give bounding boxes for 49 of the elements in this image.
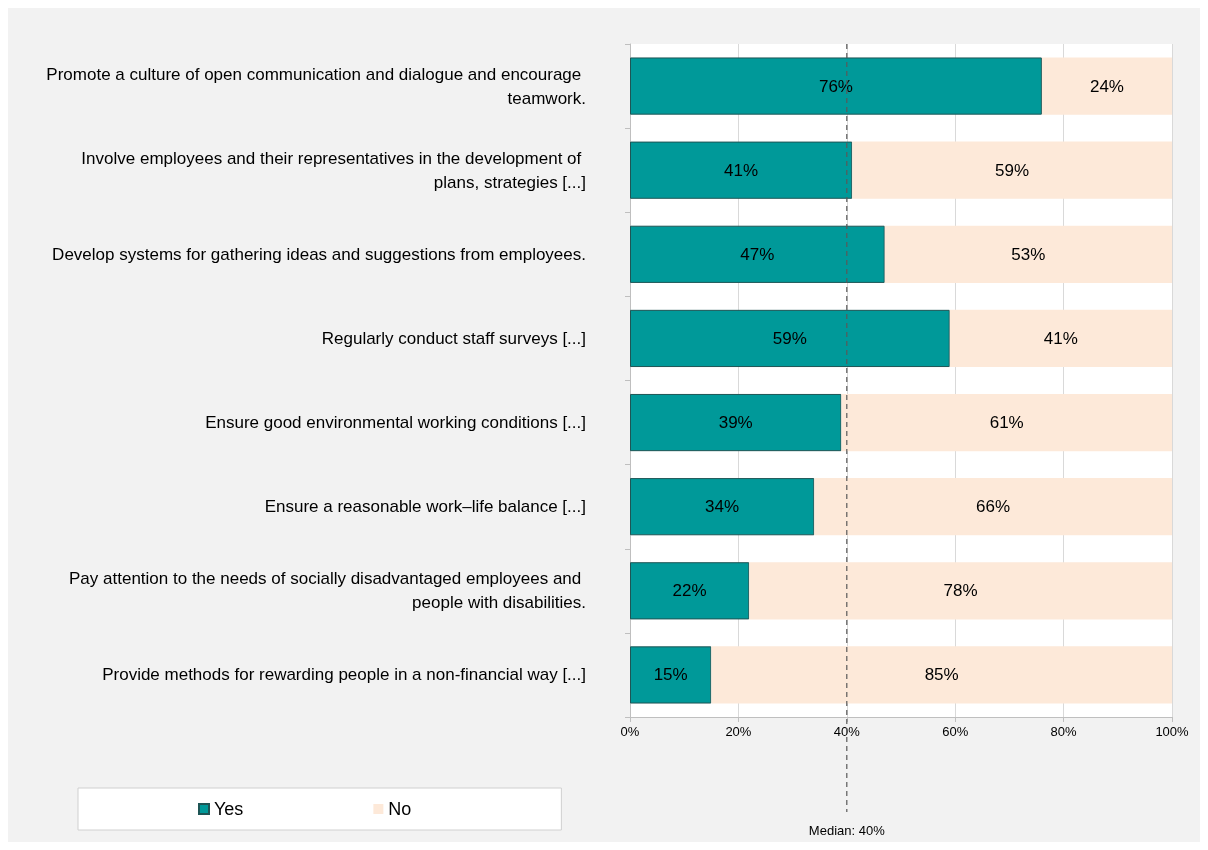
data-label: 39% bbox=[718, 413, 753, 433]
bar bbox=[630, 309, 950, 368]
bar bbox=[841, 393, 1172, 452]
data-label: 15% bbox=[653, 665, 688, 685]
x-tick-label: 40% bbox=[833, 724, 861, 739]
data-label: 34% bbox=[705, 497, 740, 517]
data-label: 59% bbox=[995, 160, 1030, 180]
data-label: 76% bbox=[818, 76, 853, 96]
y-tick-label: Pay attention to the needs of socially disadvantaged employees and people with disabilities. bbox=[69, 569, 586, 613]
y-tick-label: Regularly conduct staff surveys [...] bbox=[321, 328, 586, 348]
bar bbox=[630, 478, 815, 536]
y-tick-label: Develop systems for gathering ideas and suggestions from employees. bbox=[52, 244, 586, 264]
y-tick-label: Promote a culture of open communication and dialogue and encourage teamwork. bbox=[46, 64, 586, 108]
bar bbox=[630, 225, 885, 283]
bar bbox=[630, 393, 842, 452]
data-label: 61% bbox=[989, 413, 1024, 433]
bar bbox=[630, 646, 712, 704]
bar bbox=[630, 562, 750, 620]
y-tick-label: Provide methods for rewarding people in a non-financial way [...] bbox=[102, 665, 586, 685]
data-label: 59% bbox=[772, 328, 807, 348]
data-label: 41% bbox=[1043, 328, 1078, 348]
legend-label: No bbox=[388, 799, 412, 819]
bar bbox=[949, 309, 1172, 368]
bar bbox=[749, 562, 1172, 620]
bar bbox=[711, 646, 1172, 704]
y-tick-label: Ensure good environmental working conditions [...] bbox=[205, 413, 586, 433]
data-label: 41% bbox=[724, 160, 759, 180]
bar bbox=[630, 141, 853, 199]
bar bbox=[852, 141, 1172, 199]
ref-line-label: Median: 40% bbox=[808, 822, 886, 838]
data-label: 85% bbox=[924, 665, 959, 685]
data-label: 22% bbox=[672, 581, 707, 601]
x-tick-label: 60% bbox=[942, 724, 969, 739]
x-tick-label: 0% bbox=[620, 724, 640, 739]
x-tick-label: 80% bbox=[1050, 724, 1078, 739]
x-tick-label: 100% bbox=[1155, 724, 1190, 739]
bar bbox=[814, 478, 1172, 536]
data-label: 53% bbox=[1011, 244, 1046, 264]
legend-label: Yes bbox=[214, 799, 244, 819]
data-label: 47% bbox=[740, 244, 775, 264]
y-tick-label: Involve employees and their representatives in the development of plans, strategies [...] bbox=[81, 148, 586, 192]
data-label: 78% bbox=[943, 581, 978, 601]
data-label: 24% bbox=[1089, 76, 1124, 96]
bar bbox=[884, 225, 1172, 283]
bar bbox=[630, 57, 1042, 115]
data-label: 66% bbox=[976, 497, 1011, 517]
x-tick-label: 20% bbox=[725, 724, 752, 739]
bar bbox=[1041, 57, 1172, 115]
y-tick-label: Ensure a reasonable work–life balance [...] bbox=[264, 497, 586, 517]
